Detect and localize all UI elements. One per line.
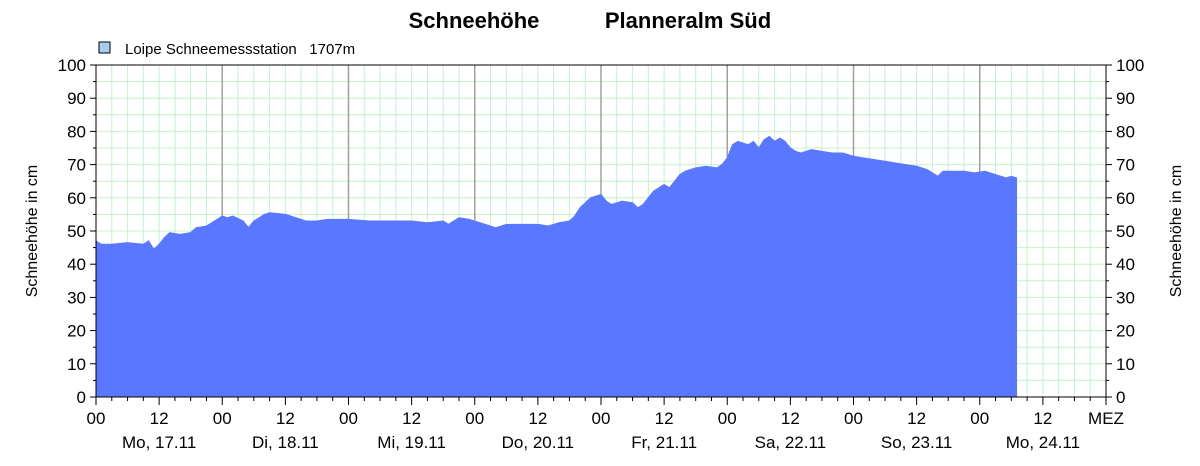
y-tick-label-right: 40 — [1116, 255, 1135, 274]
y-tick-label-left: 20 — [67, 322, 86, 341]
x-day-label: Fr, 21.11 — [631, 433, 697, 452]
y-tick-label-left: 100 — [58, 56, 86, 75]
y-axis-title-left: Schneehöhe in cm — [24, 165, 41, 298]
x-day-label: Mi, 19.11 — [377, 433, 446, 452]
y-tick-label-right: 0 — [1116, 388, 1125, 407]
x-tick-label: 12 — [402, 409, 421, 428]
x-tick-label: 12 — [655, 409, 674, 428]
y-tick-label-left: 90 — [67, 89, 86, 108]
legend: Loipe Schneemessstation 1707m — [98, 41, 355, 58]
y-tick-label-right: 10 — [1116, 355, 1135, 374]
y-tick-label-right: 90 — [1116, 89, 1135, 108]
x-tick-label: 00 — [970, 409, 989, 428]
y-tick-label-left: 40 — [67, 255, 86, 274]
x-tick-label: 00 — [339, 409, 358, 428]
y-tick-label-left: 30 — [67, 288, 86, 307]
x-tick-label: 00 — [213, 409, 232, 428]
x-tick-label: 12 — [276, 409, 295, 428]
y-tick-label-right: 100 — [1116, 56, 1144, 75]
y-tick-label-right: 20 — [1116, 322, 1135, 341]
plot-area — [95, 64, 1107, 398]
x-axis-unit: MEZ — [1088, 409, 1124, 428]
series-area — [95, 135, 1018, 398]
x-tick-label: 12 — [907, 409, 926, 428]
x-day-label: Mo, 17.11 — [122, 433, 196, 452]
x-tick-label: 12 — [150, 409, 169, 428]
x-day-label: Sa, 22.11 — [755, 433, 827, 452]
x-tick-label: 00 — [844, 409, 863, 428]
y-tick-label-right: 60 — [1116, 189, 1135, 208]
x-tick-label: 00 — [87, 409, 106, 428]
y-tick-label-right: 30 — [1116, 288, 1135, 307]
series-layer — [95, 135, 1018, 398]
y-tick-label-right: 70 — [1116, 156, 1135, 175]
y-axis-title-right: Schneehöhe in cm — [1168, 165, 1185, 298]
chart-title: Schneehöhe — [409, 8, 540, 33]
x-axis: 00 12 00 12 00 12 00 12 00 12 00 12 00 12 00 12 Mo, 17.1… — [87, 397, 1107, 452]
y-tick-label-left: 70 — [67, 156, 86, 175]
x-tick-label: 12 — [781, 409, 800, 428]
chart-subtitle: Planneralm Süd — [605, 8, 771, 33]
x-tick-label: 00 — [718, 409, 737, 428]
legend-swatch — [98, 41, 111, 54]
y-tick-label-left: 60 — [67, 189, 86, 208]
y-tick-label-left: 50 — [67, 222, 86, 241]
y-tick-label-left: 80 — [67, 122, 86, 141]
x-tick-label: 12 — [1033, 409, 1052, 428]
x-day-label: Do, 20.11 — [502, 433, 574, 452]
y-axis-right: 0 10 20 30 40 50 60 70 80 90 100 — [1106, 56, 1144, 407]
y-tick-label-right: 80 — [1116, 122, 1135, 141]
x-tick-label: 00 — [592, 409, 611, 428]
x-day-label: Di, 18.11 — [252, 433, 319, 452]
x-day-label: So, 23.11 — [881, 433, 953, 452]
x-tick-label: 12 — [528, 409, 547, 428]
y-tick-label-left: 0 — [77, 388, 86, 407]
x-day-label: Mo, 24.11 — [1006, 433, 1080, 452]
legend-label: Loipe Schneemessstation 1707m — [125, 41, 355, 58]
y-tick-label-left: 10 — [67, 355, 86, 374]
x-tick-label: 00 — [465, 409, 484, 428]
y-tick-label-right: 50 — [1116, 222, 1135, 241]
y-axis-left: 0 10 20 30 40 50 60 70 80 90 100 — [58, 56, 96, 407]
